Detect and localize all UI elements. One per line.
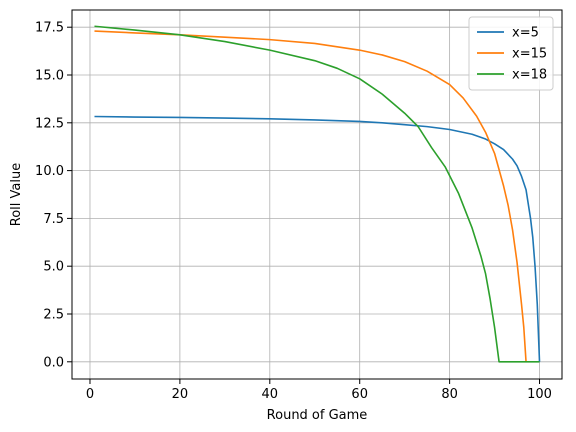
y-tick-label: 10.0 [35,164,64,179]
legend-label: x=5 [512,26,539,41]
x-axis-label: Round of Game [267,408,368,423]
x-tick-label: 100 [527,387,552,402]
legend: x=5 x=15 x=18 [468,16,554,91]
y-tick-label: 2.5 [43,307,64,322]
x-tick-label: 20 [172,387,189,402]
x-tick-label: 0 [86,387,94,402]
y-tick-label: 17.5 [35,21,64,36]
x-tick-label: 60 [351,387,368,402]
y-tick-label: 5.0 [43,260,64,275]
legend-frame [468,16,554,91]
legend-label: x=15 [512,47,547,62]
y-tick-label: 0.0 [43,355,64,370]
series-line-1 [94,115,541,362]
y-axis-label: Roll Value [9,163,24,226]
series-line-2 [94,30,527,362]
x-tick-label: 80 [441,387,458,402]
series-lines [94,25,541,363]
plot-frame [71,9,563,380]
y-tick-label: 7.5 [43,212,64,227]
axis-ticks: 0 20 40 60 80 100 0.0 2.5 5.0 7.5 10.0 12.5 15.0 17.5 [35,21,552,402]
y-tick-label: 12.5 [35,116,64,131]
grid-lines [72,10,562,379]
legend-label: x=18 [512,68,547,83]
y-tick-label: 15.0 [35,69,64,84]
series-line-3 [94,25,540,363]
x-tick-label: 40 [262,387,279,402]
